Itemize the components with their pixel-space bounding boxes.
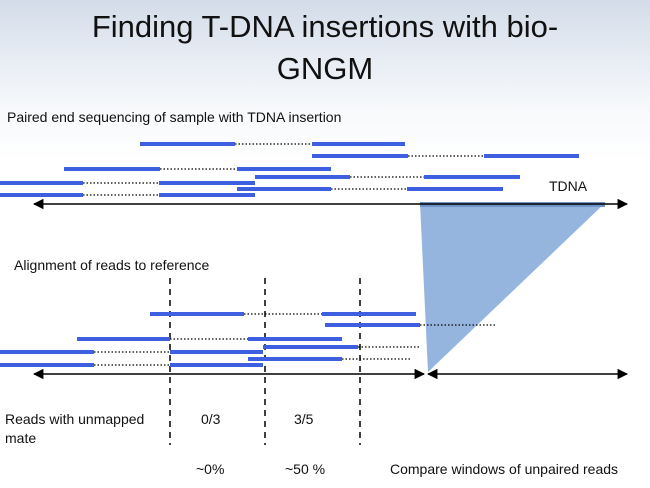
read (263, 345, 358, 349)
window-2-percent: ~50 % (285, 461, 326, 477)
paired-end-caption: Paired end sequencing of sample with TDN… (7, 109, 342, 125)
read (159, 193, 255, 197)
mate-links-aligned (94, 313, 496, 366)
read (159, 181, 255, 185)
read (140, 142, 235, 146)
read (322, 312, 416, 316)
read (64, 167, 160, 171)
tdna-label: TDNA (549, 178, 588, 194)
read (0, 350, 94, 354)
alignment-caption: Alignment of reads to reference (14, 257, 210, 273)
read (150, 312, 244, 316)
read (0, 193, 83, 197)
window-dividers (169, 278, 361, 445)
read (248, 357, 342, 361)
unmapped-label-line-2: mate (5, 430, 37, 446)
window-1-ratio: 0/3 (201, 411, 221, 427)
compare-caption: Compare windows of unpaired reads (390, 461, 619, 477)
slide-title-line-2: GNGM (276, 51, 374, 86)
read (424, 175, 520, 179)
unmapped-label-line-1: Reads with unmapped (5, 411, 145, 427)
mate-links-top (83, 143, 484, 196)
read (0, 363, 94, 367)
window-2-ratio: 3/5 (294, 411, 314, 427)
read (312, 154, 408, 158)
read (0, 181, 83, 185)
insertion-triangle (420, 203, 605, 372)
read (407, 187, 503, 191)
read (77, 337, 170, 341)
read (312, 142, 405, 146)
read (484, 154, 579, 158)
read (325, 323, 420, 327)
slide-title-line-1: Finding T-DNA insertions with bio- (91, 9, 559, 44)
paired-reads-top (0, 142, 579, 197)
read (255, 175, 350, 179)
read (170, 350, 263, 354)
read (237, 167, 331, 171)
aligned-reads (0, 312, 420, 367)
read (237, 187, 331, 191)
slide-title: Finding T-DNA insertions with bio- GNGM (0, 6, 650, 90)
window-1-percent: ~0% (196, 461, 225, 477)
read (170, 363, 263, 367)
read (248, 337, 342, 341)
